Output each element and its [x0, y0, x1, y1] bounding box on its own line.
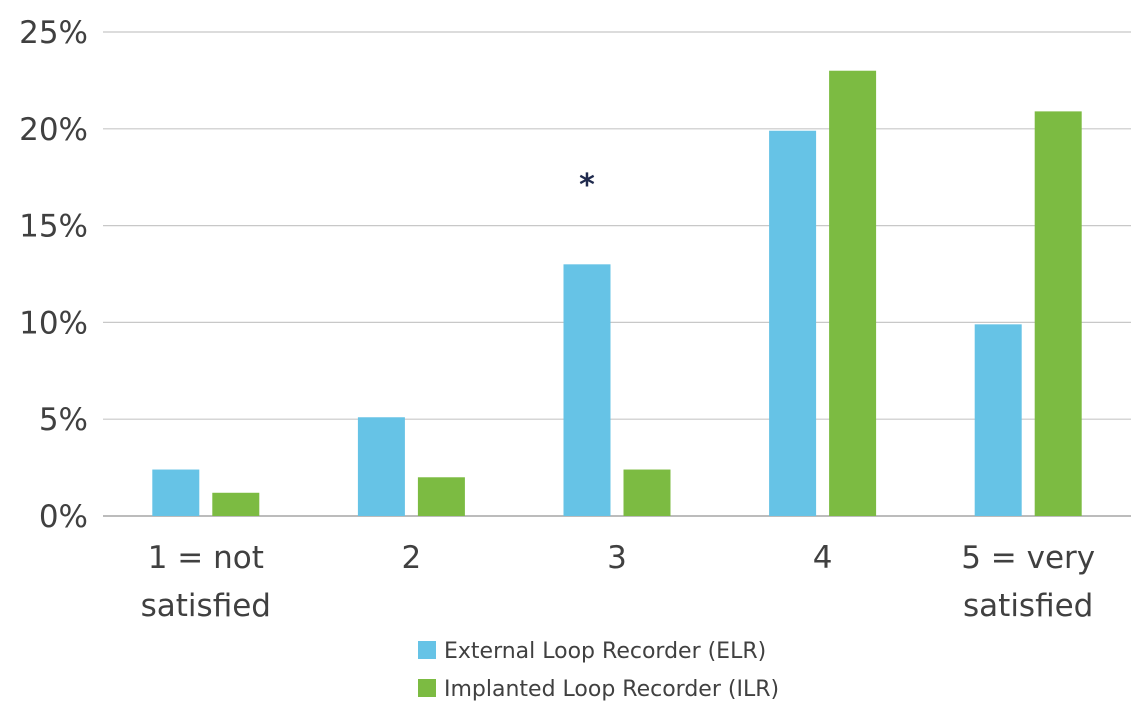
significance-asterisk: * [579, 168, 595, 203]
bar-series-0-cat-3 [769, 130, 817, 516]
y-tick-label: 20% [19, 112, 88, 148]
annotations: * [579, 168, 595, 203]
x-category-label: 3 [607, 540, 627, 576]
bar-series-0-cat-0 [152, 469, 200, 516]
legend-label: Implanted Loop Recorder (ILR) [444, 677, 779, 702]
bars [152, 70, 1082, 516]
gridlines [103, 31, 1131, 517]
bar-series-0-cat-4 [974, 324, 1022, 516]
bar-series-0-cat-1 [357, 417, 405, 516]
bar-series-1-cat-1 [417, 477, 465, 516]
bar-series-1-cat-3 [829, 70, 877, 516]
x-axis-category-labels: 1 = not satisfied 2 3 4 5 = very satisfied [141, 540, 1096, 624]
bar-series-1-cat-0 [212, 492, 260, 516]
y-tick-label: 10% [19, 305, 88, 341]
x-category-label: satisfied [141, 588, 271, 624]
x-category-label: 2 [402, 540, 422, 576]
legend-swatch [418, 641, 436, 659]
y-axis-tick-labels: 0% 5% 10% 15% 20% 25% [19, 15, 88, 535]
x-category-label: 5 = very [961, 540, 1095, 576]
y-tick-label: 0% [39, 499, 88, 535]
y-tick-label: 15% [19, 209, 88, 245]
y-tick-label: 5% [39, 402, 88, 438]
y-tick-label: 25% [19, 15, 88, 51]
x-category-label: 4 [813, 540, 833, 576]
x-category-label: satisfied [963, 588, 1093, 624]
legend-swatch [418, 679, 436, 697]
x-category-label: 1 = not [148, 540, 264, 576]
legend: External Loop Recorder (ELR) Implanted Lo… [418, 639, 779, 702]
legend-label: External Loop Recorder (ELR) [444, 639, 766, 664]
bar-series-0-cat-2 [563, 264, 611, 516]
bar-series-1-cat-4 [1034, 111, 1082, 516]
bar-series-1-cat-2 [623, 469, 671, 516]
